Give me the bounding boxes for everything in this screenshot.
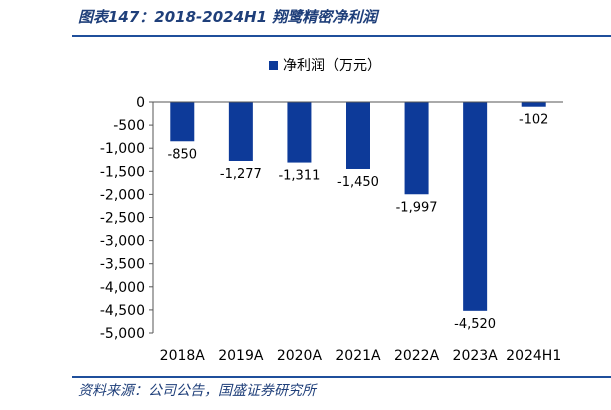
y-tick-label: -2,000	[100, 187, 145, 203]
y-tick-label: -1,500	[100, 164, 145, 180]
x-tick-label: 2018A	[160, 348, 206, 364]
legend-label: 净利润（万元）	[283, 58, 381, 74]
x-tick-label: 2023A	[453, 348, 499, 364]
x-tick-label: 2024H1	[506, 348, 561, 364]
footer-rule	[72, 376, 611, 378]
header-rule	[72, 35, 611, 37]
bar-2021A	[346, 102, 370, 169]
data-label: -850	[168, 147, 198, 162]
y-tick-label: -500	[113, 118, 145, 134]
y-tick-label: -2,500	[100, 211, 145, 227]
data-label: -1,450	[337, 175, 379, 190]
y-tick-label: -3,500	[100, 257, 145, 273]
source-note: 资料来源：公司公告，国盛证券研究所	[78, 383, 316, 399]
data-label: -102	[519, 113, 549, 128]
data-label: -1,277	[220, 167, 262, 182]
chart-title: 图表147：2018-2024H1 翔鹭精密净利润	[78, 8, 378, 26]
y-tick-label: -1,000	[100, 141, 145, 157]
y-tick-label: -4,000	[100, 280, 145, 296]
x-tick-label: 2021A	[335, 348, 381, 364]
x-tick-label: 2020A	[277, 348, 323, 364]
data-label: -1,997	[396, 200, 438, 215]
bar-2022A	[404, 102, 429, 195]
bar-2018A	[170, 102, 195, 142]
y-tick-label: -5,000	[100, 326, 145, 342]
y-tick-label: -3,000	[100, 234, 145, 250]
y-tick-label: 0	[136, 95, 145, 111]
y-tick-label: -4,500	[100, 303, 145, 319]
bar-2020A	[287, 102, 312, 163]
data-label: -1,311	[278, 169, 320, 184]
bar-2024H1	[521, 102, 546, 107]
x-tick-label: 2022A	[394, 348, 440, 364]
data-label: -4,520	[454, 317, 496, 332]
bar-2023A	[463, 102, 488, 311]
legend-swatch	[269, 61, 278, 70]
x-tick-label: 2019A	[218, 348, 264, 364]
bar-2019A	[228, 102, 253, 161]
